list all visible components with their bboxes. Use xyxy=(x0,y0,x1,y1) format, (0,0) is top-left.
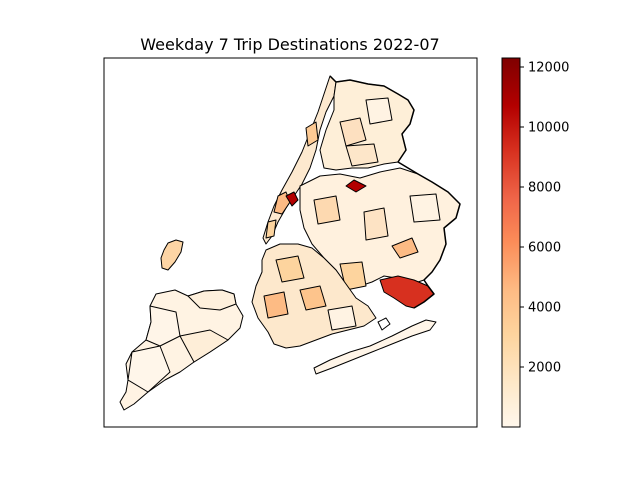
brooklyn-zone xyxy=(327,305,357,331)
colorbar xyxy=(501,57,521,428)
bronx-zone xyxy=(365,97,393,125)
nyc-taxi-zone-map xyxy=(119,75,461,411)
brooklyn-zone xyxy=(275,255,305,283)
manhattan-zone xyxy=(305,121,319,147)
queens-jamaica xyxy=(391,237,419,259)
queens-zone xyxy=(409,193,441,223)
staten-island-zone xyxy=(187,289,237,311)
brooklyn-zone xyxy=(299,285,327,311)
bronx-zone xyxy=(345,143,379,167)
bronx-zone xyxy=(339,117,367,147)
manhattan-zone xyxy=(265,219,277,239)
colorbar-tick-label: 10000 xyxy=(528,121,569,136)
rockaway xyxy=(313,319,437,375)
colorbar-tick-label: 4000 xyxy=(528,301,561,316)
staten-island-zone xyxy=(179,329,229,363)
chart-title: Weekday 7 Trip Destinations 2022-07 xyxy=(140,35,439,54)
queens-zone xyxy=(363,207,389,241)
broad-channel-island xyxy=(377,317,391,331)
brooklyn-zone xyxy=(263,291,289,319)
laguardia-area xyxy=(345,179,367,193)
colorbar-tick-label: 6000 xyxy=(528,241,561,256)
colorbar-ticks: 2000 4000 6000 8000 10000 12000 xyxy=(520,61,569,376)
midtown-high xyxy=(285,191,299,207)
city-outline xyxy=(329,75,461,309)
colorbar-tick-label: 12000 xyxy=(528,61,569,76)
queens-zone xyxy=(313,195,341,225)
colorbar-tick-label: 2000 xyxy=(528,361,561,376)
staten-island-zone xyxy=(127,345,171,393)
colorbar-tick-label: 8000 xyxy=(528,181,561,196)
manhattan-west xyxy=(273,191,291,215)
roosevelt-island xyxy=(160,239,184,271)
